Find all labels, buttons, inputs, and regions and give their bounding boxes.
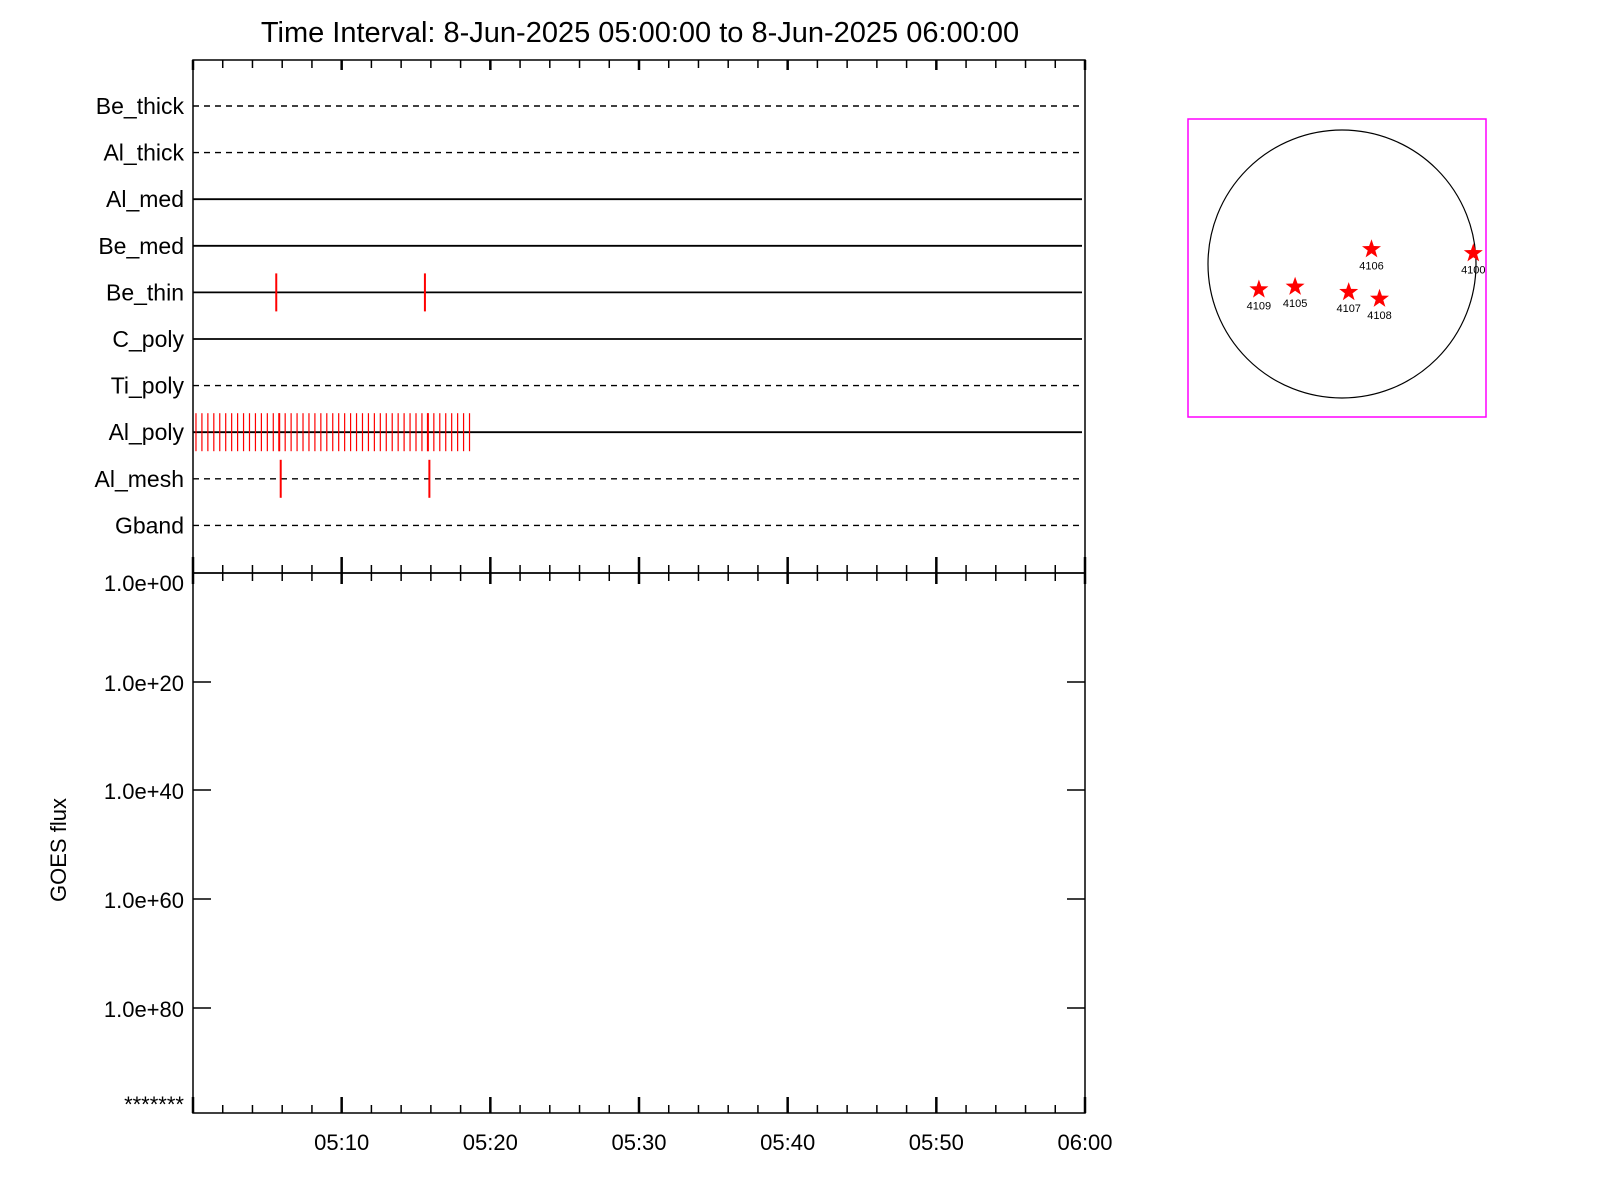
track-label: Al_med bbox=[106, 186, 184, 212]
track-label: C_poly bbox=[112, 326, 184, 352]
y-tick-label: 1.0e+20 bbox=[104, 671, 184, 696]
active-region-star bbox=[1285, 276, 1305, 295]
map-frame bbox=[1187, 118, 1487, 418]
active-region-star bbox=[1339, 282, 1359, 301]
active-region-star bbox=[1249, 279, 1269, 298]
x-tick-label: 05:30 bbox=[611, 1130, 666, 1155]
track-label: Al_thick bbox=[103, 140, 184, 166]
track-label: Be_med bbox=[98, 233, 184, 259]
track-label: Be_thick bbox=[96, 93, 185, 119]
active-region-label: 4105 bbox=[1283, 298, 1307, 310]
active-region-star bbox=[1370, 288, 1389, 307]
active-region-label: 4100 bbox=[1461, 264, 1485, 276]
goes-flux-panel: 1.0e+00 1.0e+20 1.0e+40 1.0e+60 1.0e+80 *****… bbox=[104, 571, 1113, 1155]
y-tick-label: 1.0e+80 bbox=[104, 997, 184, 1022]
y-tick-label: ******* bbox=[124, 1092, 184, 1117]
x-tick-label: 05:20 bbox=[463, 1130, 518, 1155]
solar-disk-map: 4106 4100 4109 4105 4107 4108 bbox=[1187, 118, 1487, 418]
y-tick-label: 1.0e+40 bbox=[104, 779, 184, 804]
x-tick-label: 05:50 bbox=[909, 1130, 964, 1155]
active-region-star bbox=[1463, 243, 1483, 262]
x-tick-label: 05:10 bbox=[314, 1130, 369, 1155]
active-region-star bbox=[1362, 239, 1381, 258]
solar-limb bbox=[1207, 129, 1477, 399]
goes-frame bbox=[192, 572, 1086, 1114]
track-label: Gband bbox=[115, 512, 184, 538]
track-label: Ti_poly bbox=[111, 373, 185, 399]
active-region-label: 4107 bbox=[1336, 303, 1360, 315]
track-label: Al_mesh bbox=[95, 466, 184, 492]
y-tick-label: 1.0e+60 bbox=[104, 888, 184, 913]
track-label: Be_thin bbox=[106, 279, 184, 305]
timeline-frame bbox=[192, 59, 1086, 574]
chart-title: Time Interval: 8-Jun-2025 05:00:00 to 8-… bbox=[261, 17, 1019, 49]
y-axis-label: GOES flux bbox=[46, 798, 71, 902]
x-tick-label: 06:00 bbox=[1057, 1130, 1112, 1155]
x-tick-label: 05:40 bbox=[760, 1130, 815, 1155]
track-label: Al_poly bbox=[109, 419, 185, 445]
y-tick-label: 1.0e+00 bbox=[104, 571, 184, 596]
timeline-panel: Be_thick Al_thick Al_med Be_med Be_thin C_pol… bbox=[95, 59, 1087, 584]
active-region-label: 4108 bbox=[1367, 310, 1391, 322]
active-region-label: 4106 bbox=[1359, 260, 1383, 272]
active-region-label: 4109 bbox=[1247, 300, 1271, 312]
